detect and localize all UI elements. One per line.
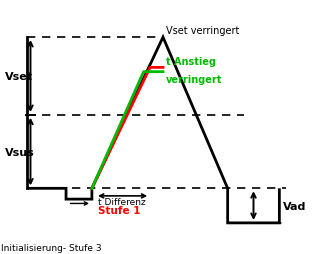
Text: verringert: verringert — [166, 74, 223, 84]
Text: Vset verringert: Vset verringert — [166, 26, 240, 36]
Text: Stufe 1: Stufe 1 — [98, 205, 141, 215]
Text: Vset: Vset — [5, 72, 33, 82]
Text: t Anstieg: t Anstieg — [166, 57, 216, 67]
Text: Vad: Vad — [283, 201, 306, 211]
Text: Initialisierung- Stufe 3: Initialisierung- Stufe 3 — [1, 243, 102, 252]
Text: t Differenz: t Differenz — [98, 197, 146, 206]
Text: Vsus: Vsus — [5, 147, 34, 157]
